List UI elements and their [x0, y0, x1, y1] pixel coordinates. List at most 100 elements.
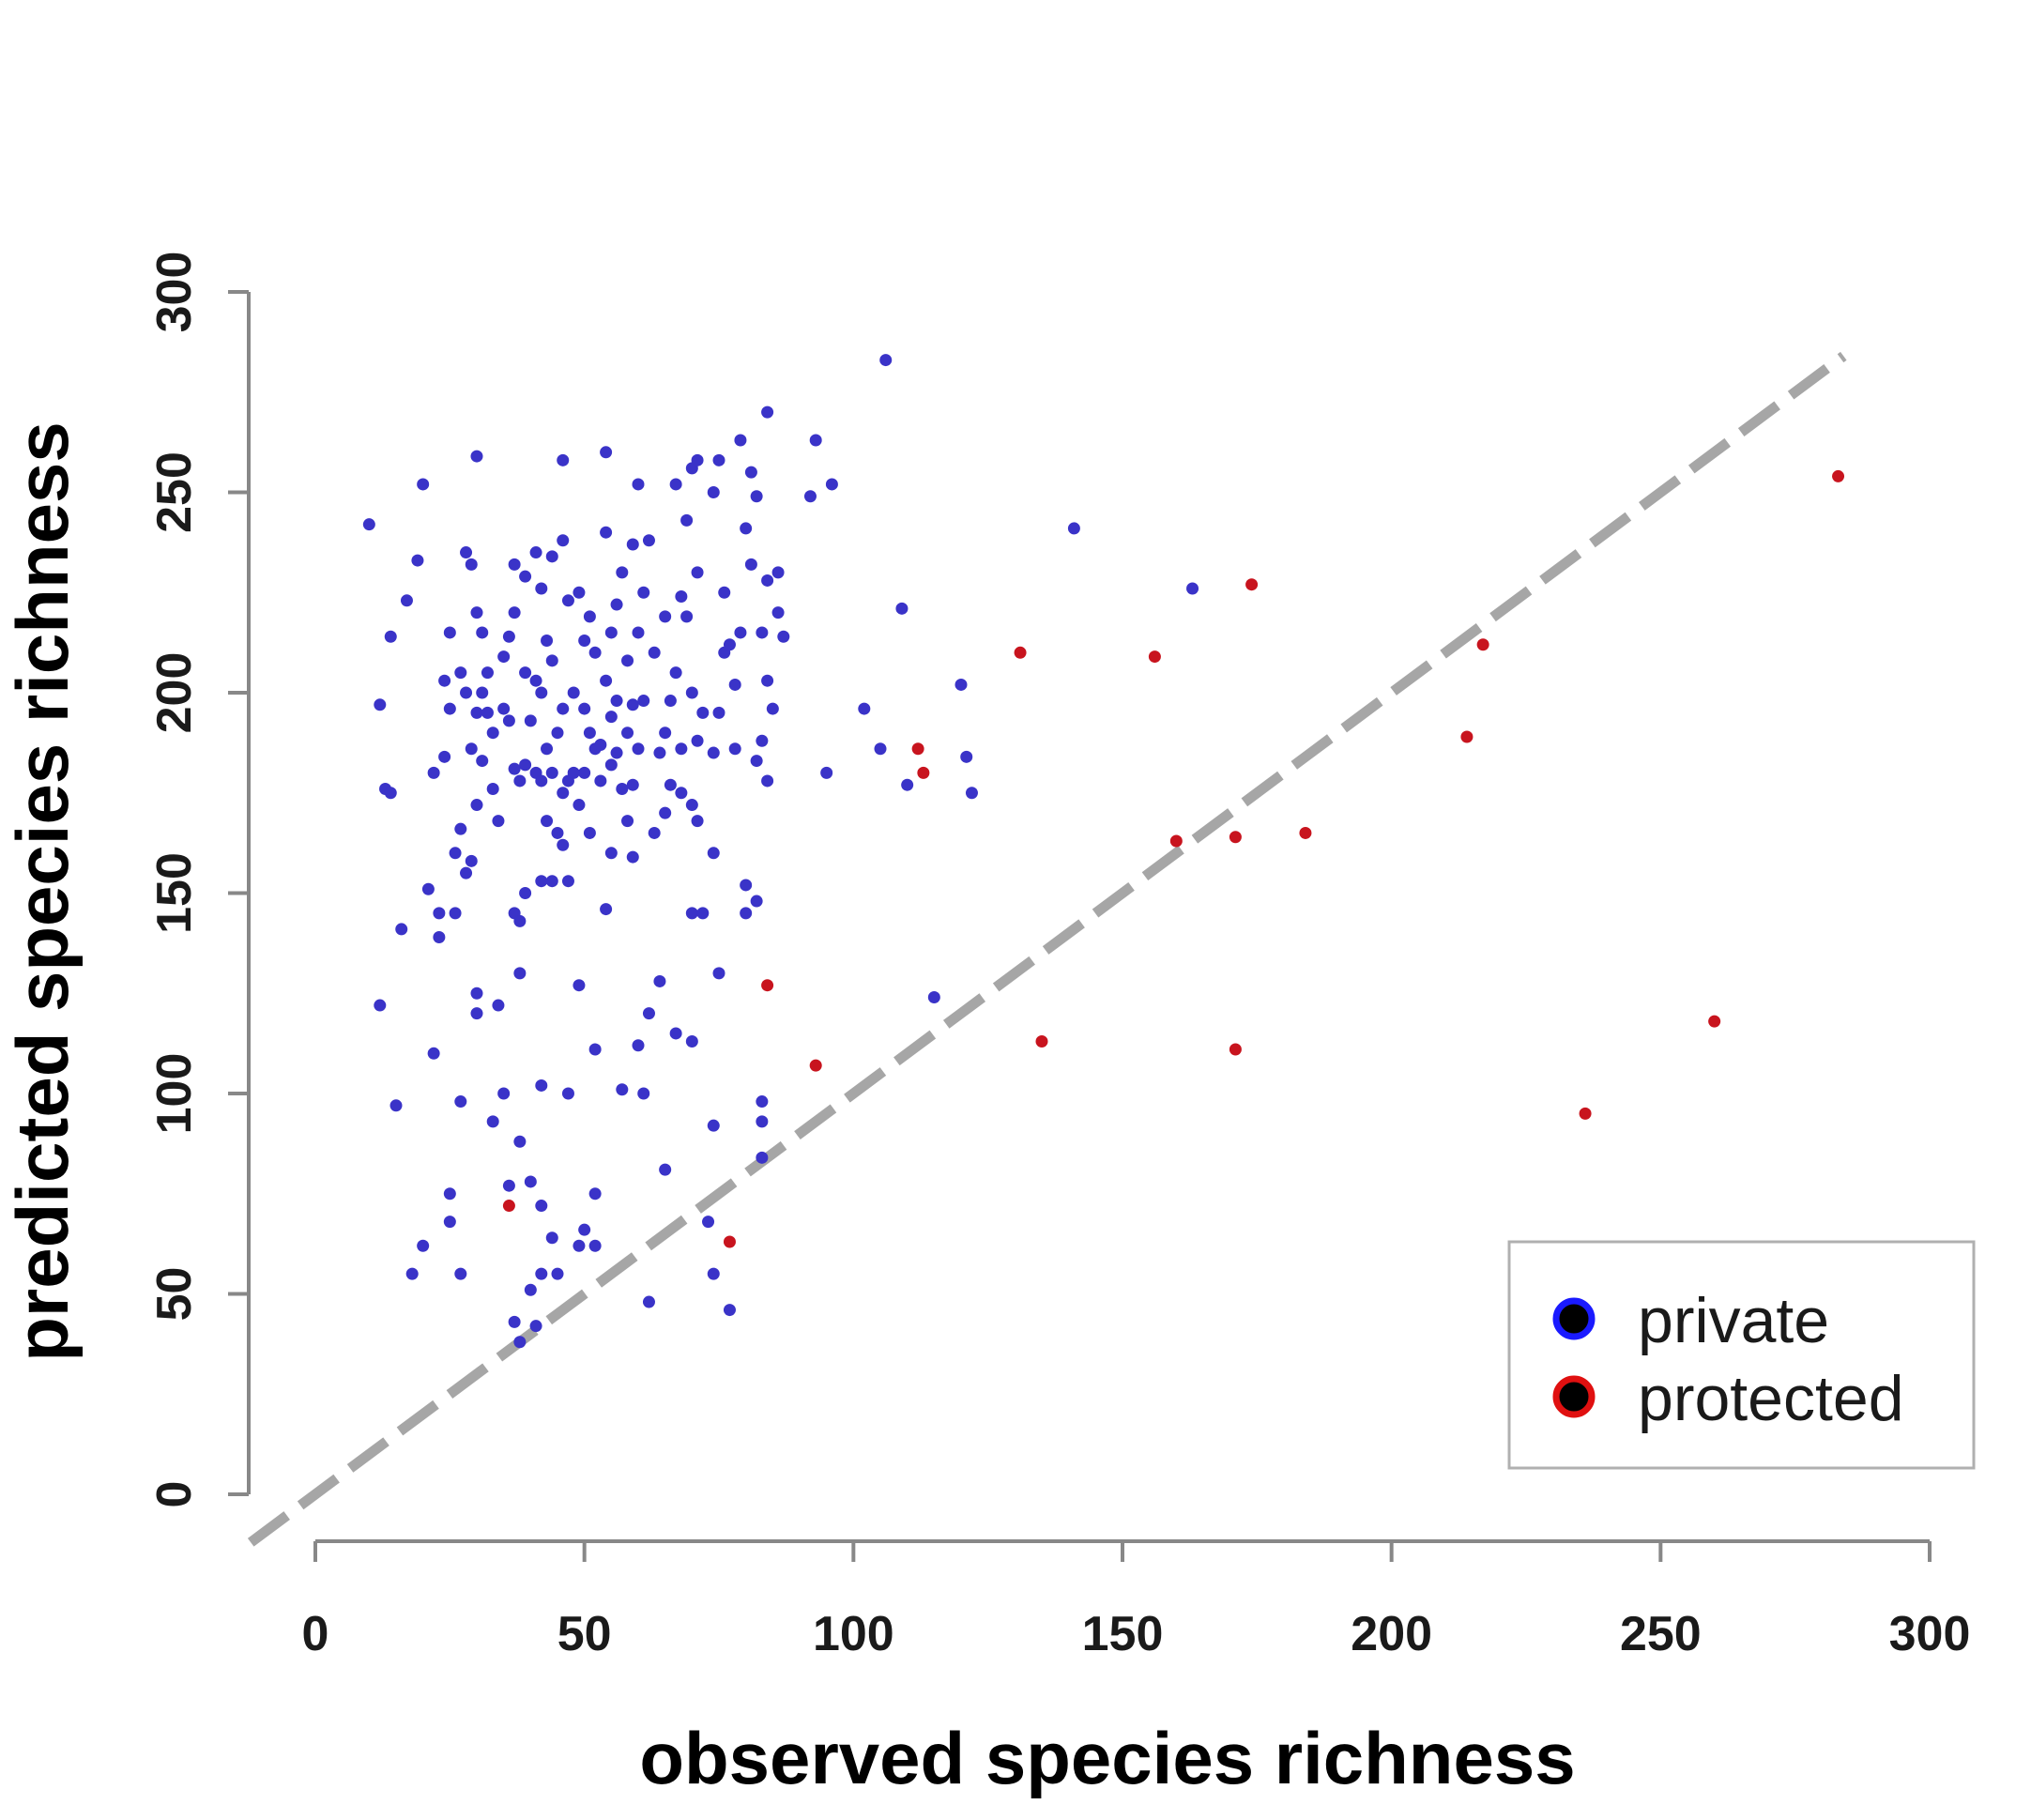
- data-point-private: [659, 806, 672, 819]
- data-point-private: [583, 726, 596, 740]
- y-tick-label: 100: [147, 1053, 202, 1135]
- data-point-private: [551, 826, 564, 839]
- data-point-private: [583, 610, 596, 623]
- y-tick-label: 50: [147, 1267, 202, 1322]
- data-point-private: [610, 695, 623, 708]
- data-point-private: [443, 626, 456, 639]
- data-point-private: [744, 558, 757, 571]
- data-point-private: [685, 907, 698, 920]
- data-point-private: [1067, 522, 1080, 535]
- data-point-private: [557, 702, 570, 715]
- data-point-private: [535, 1078, 548, 1092]
- data-point-private: [712, 706, 725, 719]
- data-point-private: [567, 766, 580, 779]
- data-point-private: [502, 630, 515, 643]
- y-axis-ticks: 0 50 100 150 200 250 300: [147, 252, 249, 1508]
- data-point-private: [600, 526, 613, 539]
- legend: private protected: [1507, 1240, 1976, 1470]
- data-point-private: [508, 606, 521, 619]
- x-tick-label: 100: [813, 1607, 894, 1661]
- data-point-private: [621, 726, 634, 740]
- data-point-private: [508, 762, 521, 775]
- data-point-private: [557, 534, 570, 547]
- data-point-private: [519, 666, 532, 680]
- data-point-protected: [1014, 646, 1027, 659]
- data-point-private: [561, 1087, 574, 1100]
- data-point-private: [535, 1200, 548, 1213]
- data-point-private: [492, 999, 505, 1012]
- data-point-private: [535, 875, 548, 888]
- data-point-private: [476, 686, 489, 699]
- data-point-private: [632, 1039, 645, 1052]
- data-point-private: [642, 1007, 655, 1020]
- data-point-private: [470, 986, 483, 1000]
- data-point-private: [524, 1283, 537, 1296]
- data-point-private: [960, 750, 973, 763]
- data-point-private: [771, 566, 785, 579]
- data-point-private: [470, 606, 483, 619]
- data-point-private: [712, 453, 725, 466]
- data-point-private: [486, 1115, 499, 1128]
- data-point-private: [616, 566, 629, 579]
- data-point-private: [519, 887, 532, 899]
- data-point-private: [659, 1163, 672, 1176]
- data-point-private: [604, 711, 618, 724]
- data-point-private: [529, 674, 542, 687]
- data-point-private: [707, 486, 720, 498]
- data-point-private: [438, 674, 451, 687]
- data-point-private: [567, 686, 580, 699]
- data-point-private: [438, 750, 451, 763]
- data-point-protected: [1708, 1015, 1721, 1028]
- x-axis-title: observed species richness: [639, 1717, 1575, 1799]
- data-point-private: [529, 1320, 542, 1333]
- y-tick-label: 0: [147, 1481, 202, 1508]
- data-point-private: [362, 518, 375, 531]
- data-point-private: [604, 847, 618, 860]
- legend-marker-private: [1552, 1297, 1596, 1340]
- data-point-private: [740, 907, 753, 920]
- data-point-private: [497, 1087, 511, 1100]
- data-point-private: [594, 739, 607, 752]
- data-point-protected: [1148, 650, 1161, 664]
- data-point-private: [664, 695, 677, 708]
- data-point-private: [675, 590, 688, 604]
- data-point-protected: [1832, 469, 1845, 482]
- data-point-private: [669, 666, 682, 680]
- data-point-private: [740, 879, 753, 892]
- data-point-private: [551, 1267, 564, 1280]
- data-point-private: [389, 1099, 403, 1112]
- data-point-protected: [1579, 1107, 1592, 1120]
- data-point-private: [728, 742, 741, 756]
- x-tick-label: 150: [1082, 1607, 1164, 1661]
- x-tick-label: 200: [1351, 1607, 1432, 1661]
- data-point-private: [600, 674, 613, 687]
- data-point-private: [702, 1216, 715, 1229]
- data-point-private: [669, 1027, 682, 1040]
- data-point-private: [524, 714, 537, 727]
- data-point-private: [476, 755, 489, 768]
- legend-label-private: private: [1638, 1285, 1829, 1356]
- data-point-private: [653, 974, 666, 987]
- data-point-private: [680, 513, 694, 527]
- data-point-private: [691, 566, 704, 579]
- data-point-private: [395, 923, 408, 936]
- data-point-private: [621, 654, 634, 667]
- data-point-private: [825, 478, 838, 491]
- data-point-private: [545, 654, 558, 667]
- data-point-private: [545, 875, 558, 888]
- data-point-private: [578, 766, 591, 779]
- data-point-private: [723, 638, 736, 651]
- data-point-protected: [1476, 638, 1489, 651]
- data-point-private: [492, 815, 505, 828]
- data-point-private: [766, 702, 779, 715]
- data-point-private: [680, 610, 694, 623]
- data-point-private: [626, 698, 639, 711]
- data-point-private: [545, 766, 558, 779]
- data-point-private: [664, 778, 677, 791]
- data-points: [362, 354, 1845, 1349]
- data-point-private: [744, 466, 757, 479]
- data-point-private: [642, 1295, 655, 1308]
- data-point-private: [513, 774, 527, 788]
- data-point-private: [685, 686, 698, 699]
- data-point-private: [578, 702, 591, 715]
